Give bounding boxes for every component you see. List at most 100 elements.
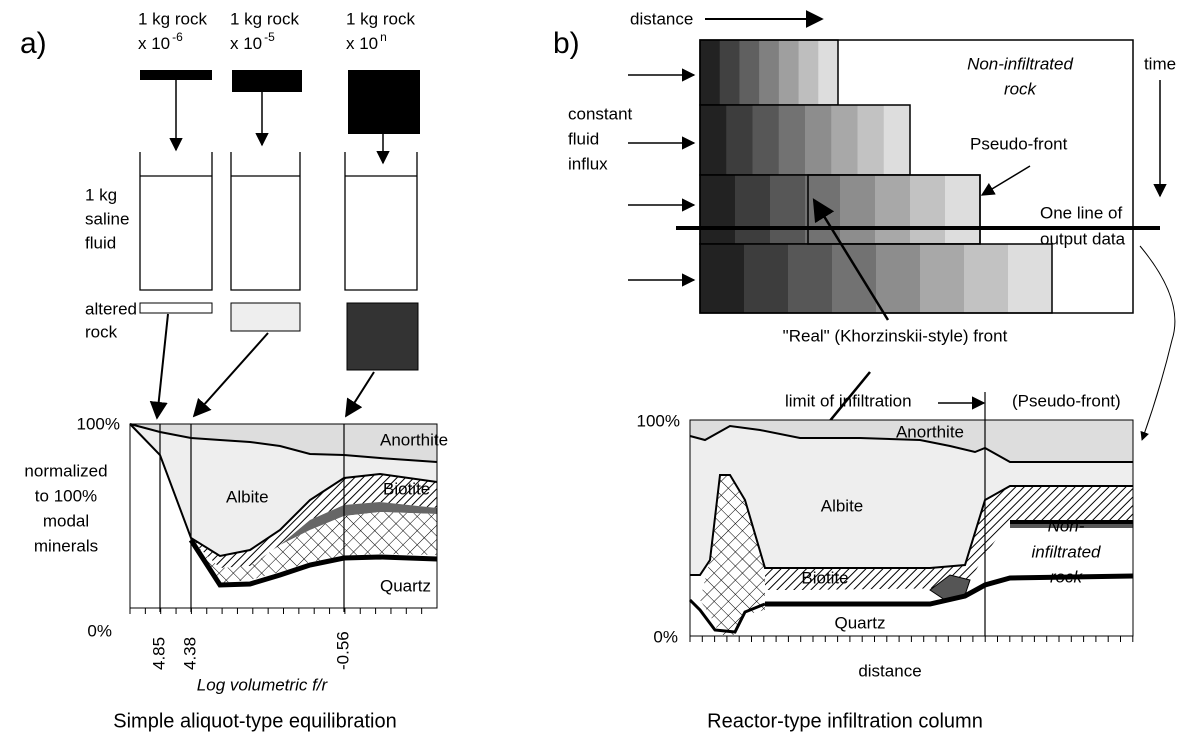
altered-rock — [346, 302, 419, 371]
time-label: time — [1144, 54, 1176, 73]
cell — [818, 40, 839, 105]
mineral-label: Albite — [226, 487, 269, 506]
mineral-label: Albite — [821, 496, 864, 515]
fluid-label: fluid — [85, 233, 116, 252]
bracket-arrow — [1139, 245, 1176, 441]
cell — [770, 175, 806, 244]
cell — [788, 244, 833, 313]
y-label: 100% — [77, 414, 120, 433]
rock-block — [140, 70, 212, 80]
cell — [759, 40, 780, 105]
pseudo-front-label: Pseudo-front — [970, 134, 1068, 153]
x-title: Log volumetric f/r — [197, 675, 329, 694]
distance-label: distance — [630, 9, 693, 28]
cell — [840, 175, 876, 244]
cell — [875, 175, 911, 244]
non-infiltrated-label: rock — [1050, 567, 1084, 586]
cell — [910, 175, 946, 244]
arrows — [169, 80, 390, 165]
chart-b — [688, 392, 1134, 642]
cell — [719, 40, 740, 105]
cell — [744, 244, 789, 313]
arrows — [149, 313, 375, 420]
mineral-label: Biotite — [383, 479, 430, 498]
output-label: One line of — [1040, 203, 1122, 222]
influx-label: influx — [568, 154, 608, 173]
arrows — [628, 68, 1167, 410]
cell — [700, 175, 736, 244]
exponent: -6 — [172, 30, 183, 44]
altered-label: rock — [85, 322, 118, 341]
rock-block — [232, 70, 302, 92]
y-title: normalized — [24, 461, 107, 480]
cell — [778, 40, 800, 105]
cell — [700, 105, 727, 175]
influx-label: constant — [568, 104, 633, 123]
mineral-label: Quartz — [380, 576, 431, 595]
beakers — [139, 152, 418, 291]
influx-label: fluid — [568, 129, 599, 148]
y-title: minerals — [34, 536, 98, 555]
aliquot-factor: x 10 -6 — [138, 30, 183, 53]
caption: Simple aliquot-type equilibration — [113, 710, 397, 732]
x-label: -0.56 — [333, 631, 352, 670]
altered-label: altered — [85, 299, 137, 318]
cell — [920, 244, 965, 313]
altered-rock — [230, 302, 301, 332]
exponent: -5 — [264, 30, 275, 44]
fluid-label: saline — [85, 209, 129, 228]
panel-label: a) — [20, 27, 47, 60]
aliquot-label: 1 kg rock — [230, 9, 299, 28]
mineral-label: Anorthite — [380, 430, 448, 449]
cell — [726, 105, 753, 175]
cell — [778, 105, 806, 175]
cell — [964, 244, 1009, 313]
cell — [1008, 244, 1053, 313]
y-title: modal — [43, 511, 89, 530]
y-title: to 100% — [35, 486, 97, 505]
cell — [700, 40, 721, 105]
cell — [883, 105, 911, 175]
aliquot-factor: x 10 -5 — [230, 30, 275, 53]
cell — [735, 175, 771, 244]
cell — [945, 175, 981, 244]
altered-rock — [139, 302, 213, 314]
front-box — [807, 174, 981, 245]
limit-label: limit of infiltration — [785, 391, 912, 410]
cell — [700, 244, 745, 313]
cell — [739, 40, 760, 105]
caption: Reactor-type infiltration column — [707, 710, 983, 732]
cell — [876, 244, 921, 313]
x-title: distance — [858, 661, 921, 680]
mineral-label: Quartz — [834, 613, 885, 632]
non-infiltrated-label: Non- — [1048, 516, 1085, 535]
real-front-label: "Real" (Khorzinskii-style) front — [783, 326, 1008, 345]
factor: x 10 — [346, 34, 378, 53]
pseudo-front-label: (Pseudo-front) — [1012, 391, 1121, 410]
chart-a — [129, 423, 438, 614]
cell — [832, 244, 877, 313]
aliquot-label: 1 kg rock — [138, 9, 207, 28]
mineral-label: Biotite — [801, 568, 848, 587]
cell — [805, 105, 832, 175]
non-infiltrated-label: Non-infiltrated — [967, 54, 1073, 73]
output-label: output data — [1040, 229, 1126, 248]
non-infiltrated-label: rock — [1004, 79, 1038, 98]
cell — [752, 105, 780, 175]
y-label: 0% — [87, 621, 112, 640]
mineral-label: Anorthite — [896, 422, 964, 441]
non-infiltrated-label: infiltrated — [1032, 542, 1102, 561]
cell — [831, 105, 858, 175]
column-frame — [699, 39, 1134, 314]
aliquot-factor: x 10 n — [346, 30, 387, 53]
x-label: 4.38 — [180, 637, 199, 670]
cell — [798, 40, 819, 105]
panel-label: b) — [553, 27, 580, 60]
factor: x 10 — [230, 34, 262, 53]
fluid-label: 1 kg — [85, 185, 117, 204]
factor: x 10 — [138, 34, 170, 53]
x-label: 4.85 — [149, 637, 168, 670]
aliquot-label: 1 kg rock — [346, 9, 415, 28]
